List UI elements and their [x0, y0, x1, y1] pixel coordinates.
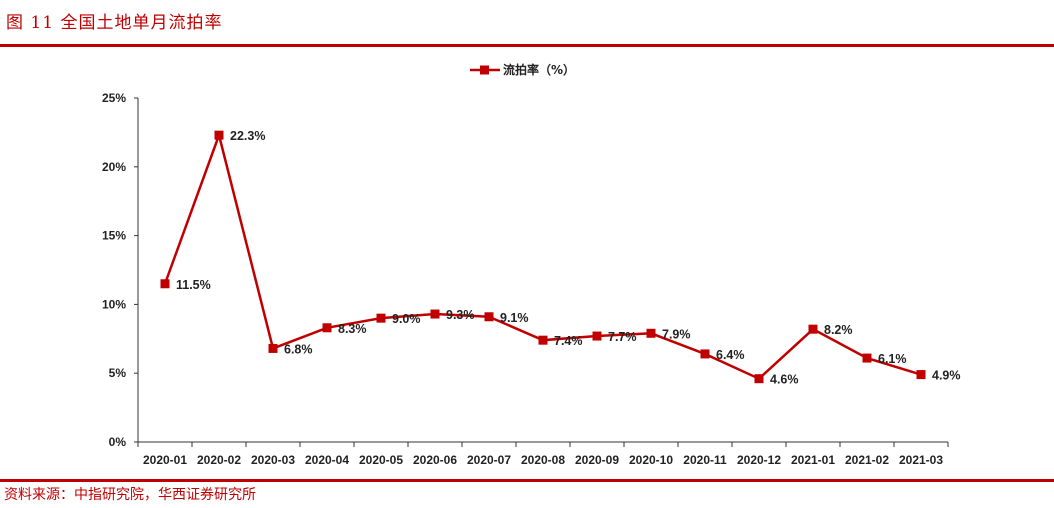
top-divider — [0, 44, 1054, 47]
x-tick-label: 2020-06 — [413, 453, 457, 467]
data-point — [700, 349, 710, 359]
legend-marker — [480, 65, 489, 75]
data-label: 8.2% — [824, 323, 853, 337]
x-tick-label: 2020-05 — [359, 453, 403, 467]
data-point — [214, 130, 224, 140]
y-axis: 0% 5% 10% 15% 20% 25% — [102, 91, 139, 449]
data-label: 9.1% — [500, 311, 529, 325]
x-tick-label: 2020-10 — [629, 453, 673, 467]
data-point — [322, 323, 332, 333]
x-axis: 2020-01 2020-02 2020-03 2020-04 2020-05 2020-… — [137, 441, 949, 467]
series-layer: 11.5% 22.3% 6.8% 8.3% 9.0% 9.3% 9.1% 7.4% 7.7% 7.… — [160, 129, 961, 387]
data-point — [754, 374, 764, 384]
data-point — [268, 343, 278, 353]
data-point — [484, 312, 494, 322]
legend: 流拍率（%） — [470, 62, 575, 77]
data-label: 6.4% — [716, 348, 745, 362]
x-tick-label: 2020-01 — [143, 453, 187, 467]
x-tick-label: 2020-02 — [197, 453, 241, 467]
x-tick-label: 2021-03 — [899, 453, 943, 467]
y-tick-label: 10% — [102, 297, 126, 311]
x-tick-label: 2020-07 — [467, 453, 511, 467]
x-tick-label: 2020-09 — [575, 453, 619, 467]
data-label: 7.9% — [662, 327, 691, 341]
data-label: 4.9% — [932, 369, 961, 383]
y-tick-label: 25% — [102, 91, 126, 105]
y-tick-label: 0% — [109, 435, 127, 449]
data-point — [862, 353, 872, 363]
data-label: 9.0% — [392, 312, 421, 326]
x-tick-label: 2020-11 — [683, 453, 727, 467]
figure-title: 图 11 全国土地单月流拍率 — [6, 13, 223, 33]
data-label: 22.3% — [230, 129, 265, 143]
source-note: 资料来源：中指研究院，华西证券研究所 — [4, 487, 256, 503]
data-point — [646, 328, 656, 338]
data-label: 9.3% — [446, 308, 475, 322]
x-tick-label: 2020-12 — [737, 453, 781, 467]
data-label: 6.8% — [284, 342, 313, 356]
y-tick-label: 15% — [102, 229, 126, 243]
data-label: 11.5% — [176, 278, 211, 292]
legend-label: 流拍率（%） — [503, 62, 575, 77]
x-tick-label: 2020-03 — [251, 453, 295, 467]
data-label: 4.6% — [770, 373, 799, 387]
line-chart: 流拍率（%） 0%5%10%15%20%25% 2020-01 2020-02 20… — [102, 62, 961, 467]
x-tick-label: 2021-02 — [845, 453, 889, 467]
y-tick-label: 20% — [102, 160, 126, 174]
data-label: 6.1% — [878, 352, 907, 366]
data-point — [808, 324, 818, 334]
x-tick-label: 2021-01 — [791, 453, 835, 467]
bottom-divider — [0, 479, 1054, 482]
x-tick-label: 2020-08 — [521, 453, 565, 467]
y-tick-label: 5% — [109, 366, 127, 380]
data-point — [376, 313, 386, 323]
data-point — [916, 370, 926, 380]
data-label: 7.7% — [608, 330, 637, 344]
data-point — [538, 335, 548, 345]
data-point — [592, 331, 602, 341]
data-point — [160, 279, 170, 289]
x-tick-label: 2020-04 — [305, 453, 349, 467]
data-label: 8.3% — [338, 322, 367, 336]
data-label: 7.4% — [554, 334, 583, 348]
data-point — [430, 309, 440, 319]
